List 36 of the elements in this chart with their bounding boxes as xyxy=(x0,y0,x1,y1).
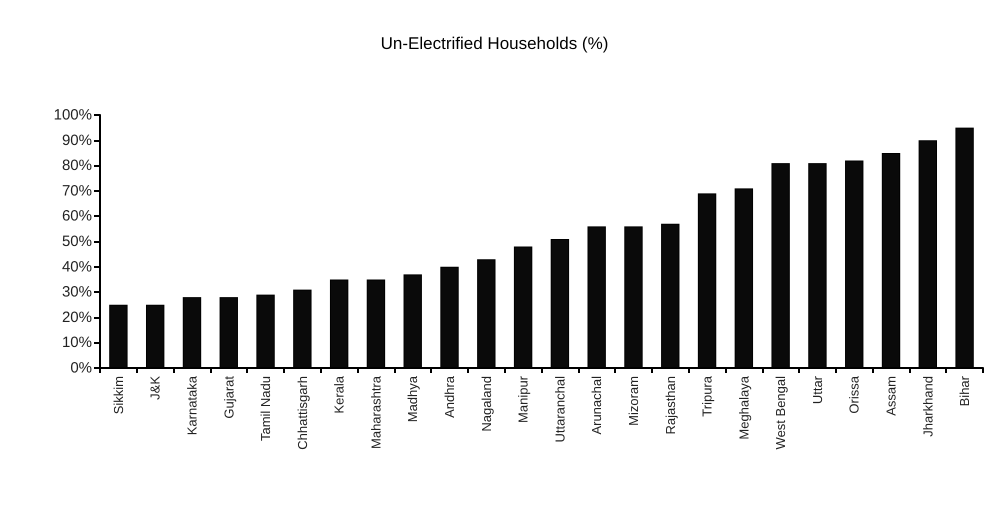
x-tick-label: Bihar xyxy=(957,375,972,406)
x-tick-label: Tamil Nadu xyxy=(258,376,274,442)
x-tick-label: Manipur xyxy=(516,375,531,423)
y-tick-label: 90% xyxy=(62,132,92,149)
x-tick-label: Chhattisgarh xyxy=(294,376,310,450)
x-tick-label: Karnataka xyxy=(184,375,200,436)
x-tick-label: Madhya xyxy=(405,375,420,422)
x-tick-label: Sikkim xyxy=(110,376,126,414)
y-tick-label: 100% xyxy=(54,106,92,124)
x-tick-label: Uttar xyxy=(810,375,825,404)
x-tick-label: J&K xyxy=(148,376,163,400)
x-tick-label: West Bengal xyxy=(773,376,788,450)
x-tick-label: Meghalaya xyxy=(736,375,752,440)
y-tick-label: 20% xyxy=(62,308,92,326)
y-tick-label: 60% xyxy=(62,208,92,225)
chart-title: Un-Electrified Households (%) xyxy=(380,34,608,53)
x-tick-label: Assam xyxy=(884,376,899,416)
x-tick-label: Kerala xyxy=(332,375,347,414)
x-tick-label: Tripura xyxy=(700,375,715,417)
x-tick-label: Andhra xyxy=(442,375,458,418)
x-tick-label: Rajasthan xyxy=(662,376,678,435)
x-tick-label: Gujarat xyxy=(221,376,236,419)
y-tick-label: 80% xyxy=(62,157,92,174)
x-tick-label: Mizoram xyxy=(626,376,641,426)
y-tick-label: 50% xyxy=(62,233,92,250)
x-tick-label: Maharashtra xyxy=(368,375,384,449)
x-tick-label: Uttaranchal xyxy=(552,376,568,442)
y-tick-label: 70% xyxy=(62,182,92,200)
y-tick-label: 40% xyxy=(62,258,92,276)
x-tick-label: Jharkhand xyxy=(920,376,936,437)
y-tick-label: 10% xyxy=(62,334,92,352)
y-tick-label: 30% xyxy=(62,284,92,301)
x-tick-label: Orissa xyxy=(846,375,862,414)
x-tick-label: Nagaland xyxy=(478,376,494,432)
y-tick-label: 0% xyxy=(70,360,92,376)
x-tick-label: Arunachal xyxy=(589,376,604,435)
